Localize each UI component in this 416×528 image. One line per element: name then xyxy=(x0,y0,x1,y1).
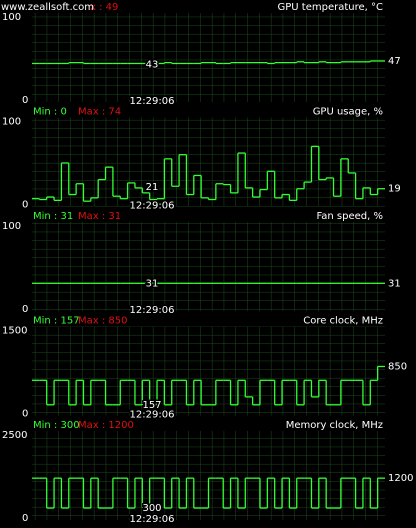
cursor-value: 21 xyxy=(146,182,159,193)
axis-max: 1500 xyxy=(2,326,27,337)
min-label: Min : 157 xyxy=(33,316,80,327)
axis-min: 0 xyxy=(22,409,28,420)
cursor-value: 43 xyxy=(146,59,159,70)
graph-area xyxy=(32,326,385,416)
axis-max: 100 xyxy=(2,117,21,128)
axis-max: 2500 xyxy=(2,430,27,441)
panel-title: Memory clock, MHz xyxy=(286,420,383,431)
graph-area xyxy=(32,117,385,207)
current-value: 31 xyxy=(388,278,401,289)
current-value: 47 xyxy=(388,56,401,67)
axis-min: 0 xyxy=(22,513,28,524)
max-label: Max : 74 xyxy=(78,107,121,118)
cursor-value: 31 xyxy=(146,278,159,289)
current-value: 19 xyxy=(388,184,401,195)
panel-title: Core clock, MHz xyxy=(303,316,383,327)
min-label: Min : 0 xyxy=(33,107,67,118)
time-label: 12:29:06 xyxy=(130,514,175,525)
axis-max: 100 xyxy=(2,12,21,23)
panel-title: Fan speed, % xyxy=(316,211,383,222)
watermark-bg xyxy=(0,0,88,13)
max-label: Max : 850 xyxy=(78,316,128,327)
max-label: x : 49 xyxy=(90,2,118,13)
current-value: 1200 xyxy=(388,473,413,484)
max-label: Max : 31 xyxy=(78,211,121,222)
cursor-value: 300 xyxy=(142,503,161,514)
graph-area xyxy=(32,222,385,311)
time-label: 12:29:06 xyxy=(130,201,175,212)
time-label: 12:29:06 xyxy=(130,96,175,107)
panel-title: GPU temperature, °C xyxy=(278,2,383,13)
min-label: Min : 31 xyxy=(33,211,73,222)
watermark: www.zeallsoft.com xyxy=(1,2,94,13)
time-label: 12:29:06 xyxy=(130,410,175,421)
graph-area xyxy=(32,13,385,102)
panel-title: GPU usage, % xyxy=(313,107,383,118)
axis-min: 0 xyxy=(22,200,28,211)
max-label: Max : 1200 xyxy=(78,420,134,431)
cursor-value: 157 xyxy=(142,400,161,411)
axis-max: 100 xyxy=(2,221,21,232)
axis-min: 0 xyxy=(22,304,28,315)
min-label: Min : 300 xyxy=(33,420,80,431)
time-label: 12:29:06 xyxy=(130,305,175,316)
current-value: 850 xyxy=(388,361,407,372)
axis-min: 0 xyxy=(22,95,28,106)
